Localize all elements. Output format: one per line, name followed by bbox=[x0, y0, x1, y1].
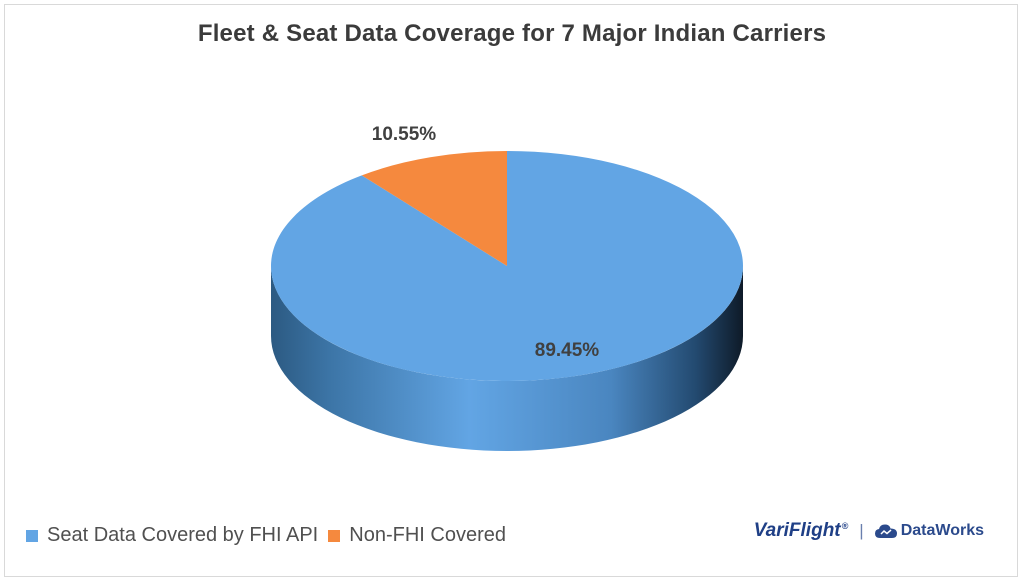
legend-item-non-covered: Non-FHI Covered bbox=[328, 524, 506, 547]
brand-logos: VariFlight® | DataWorks bbox=[754, 520, 984, 542]
legend-item-covered: Seat Data Covered by FHI API bbox=[26, 524, 318, 547]
legend: Seat Data Covered by FHI API Non-FHI Cov… bbox=[26, 524, 516, 547]
data-label-covered: 89.45% bbox=[535, 340, 600, 361]
brand-separator: | bbox=[859, 521, 864, 540]
variflight-logo: VariFlight® bbox=[753, 520, 849, 541]
pie-slice-non-covered bbox=[361, 151, 507, 266]
pie-side-wall bbox=[271, 266, 743, 451]
pie-slice-covered bbox=[270, 151, 743, 382]
dataworks-logo: DataWorks bbox=[900, 522, 984, 539]
legend-swatch-non-covered bbox=[328, 529, 341, 542]
data-label-non-covered: 10.55% bbox=[372, 124, 437, 145]
legend-label-non-covered: Non-FHI Covered bbox=[349, 524, 506, 546]
chart-title: Fleet & Seat Data Coverage for 7 Major I… bbox=[197, 20, 827, 47]
legend-swatch-covered bbox=[26, 529, 38, 542]
cloud-icon bbox=[874, 524, 897, 538]
legend-label-covered: Seat Data Covered by FHI API bbox=[47, 524, 319, 546]
